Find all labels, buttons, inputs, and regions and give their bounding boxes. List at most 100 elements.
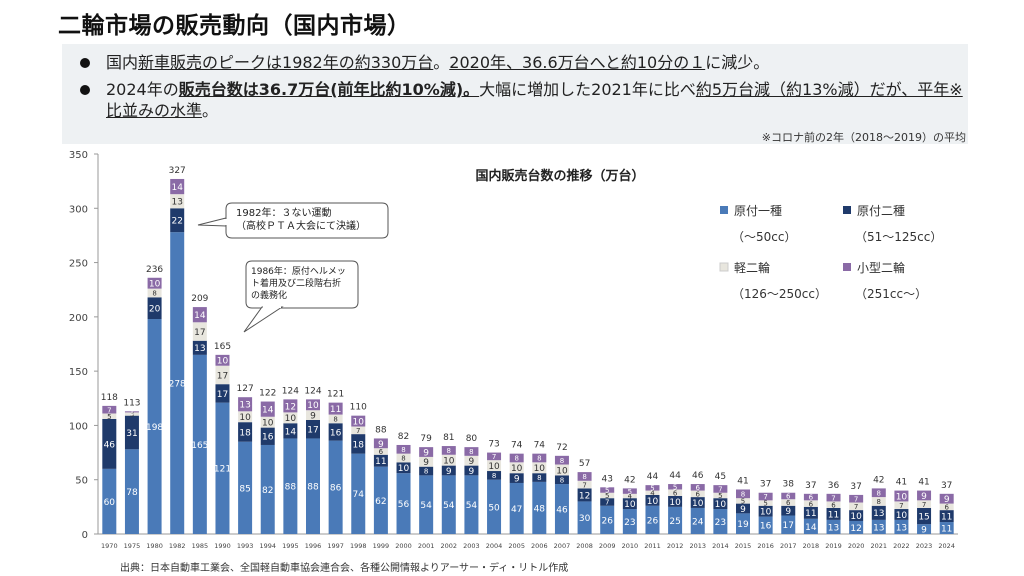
bar-segment	[736, 489, 750, 499]
bar-segment	[781, 505, 796, 516]
x-tick-label: 2017	[780, 542, 797, 550]
annotation-text: （高校ＰＴＡ大会にて決議）	[236, 219, 366, 232]
bar-segment	[306, 410, 320, 420]
segment-value-label: 7	[582, 481, 586, 489]
segment-value-label: 10	[647, 497, 659, 507]
bar-segment	[328, 423, 343, 441]
segment-value-label: 46	[556, 505, 568, 515]
bar-segment	[102, 405, 117, 414]
x-tick-label: 2013	[689, 542, 706, 550]
segment-value-label: 9	[785, 507, 791, 517]
segment-value-label: 7	[854, 503, 858, 511]
bar-segment	[600, 505, 615, 534]
segment-value-label: 8	[152, 290, 156, 298]
total-label: 236	[146, 265, 163, 275]
bar-segment	[600, 498, 615, 506]
segment-value-label: 10	[217, 357, 229, 367]
segment-value-label: 62	[375, 497, 386, 507]
bar-segment	[532, 453, 547, 463]
x-tick-label: 2018	[803, 542, 820, 550]
annotation-pointer	[197, 217, 227, 227]
segment-value-label: 60	[104, 498, 116, 508]
bar-segment	[170, 232, 185, 534]
bar-segment	[509, 462, 524, 474]
bar-segment	[917, 490, 932, 501]
bar-segment	[803, 518, 818, 534]
x-tick-label: 1998	[350, 542, 367, 550]
segment-value-label: 10	[534, 464, 546, 474]
bar-segment	[283, 438, 298, 534]
total-label: 110	[350, 403, 367, 413]
segment-value-label: 8	[424, 468, 428, 476]
bar-segment	[147, 277, 162, 289]
segment-value-label: 8	[537, 474, 541, 482]
segment-value-label: 74	[353, 490, 365, 500]
bar-segment	[147, 288, 162, 298]
segment-value-label: 18	[239, 428, 251, 438]
legend-sublabel: （～50cc）	[732, 230, 796, 244]
bar-segment	[781, 499, 796, 506]
x-tick-label: 1996	[305, 542, 322, 550]
total-label: 41	[918, 478, 929, 488]
segment-value-label: 9	[944, 495, 950, 505]
summary-box: 国内新車販売のピークは1982年の約330万台。2020年、36.6万台へと約1…	[62, 44, 968, 144]
bar-segment	[554, 455, 569, 465]
bar-segment	[396, 473, 411, 534]
bar-segment	[894, 490, 909, 502]
bar-segment	[736, 503, 750, 514]
total-label: 124	[282, 386, 299, 396]
bar-segment	[170, 178, 185, 195]
segment-value-label: 17	[307, 426, 318, 436]
x-tick-label: 1995	[282, 542, 299, 550]
segment-value-label: 9	[740, 505, 746, 515]
bullet-1-text-b: 新車販売のピークは1982年の約330万台	[138, 53, 434, 72]
bar-segment	[894, 501, 909, 510]
segment-value-label: 85	[239, 484, 250, 494]
segment-value-label: 8	[877, 489, 881, 497]
legend-label: 原付一種	[734, 204, 782, 218]
bar-segment	[826, 493, 841, 502]
bullet-1-text-c: 。	[433, 53, 450, 72]
x-tick-label: 2023	[916, 542, 933, 550]
segment-value-label: 54	[466, 501, 478, 511]
segment-value-label: 10	[239, 413, 251, 423]
segment-value-label: 14	[285, 427, 297, 437]
segment-value-label: 10	[398, 464, 410, 474]
x-tick-label: 1997	[327, 542, 344, 550]
source-note: 出典：日本自動車工業会、全国軽自動車協会連合会、各種公開情報よりアーサー・ディ・…	[120, 563, 569, 574]
bar-segment	[509, 473, 524, 483]
segment-value-label: 8	[514, 455, 518, 463]
segment-value-label: 12	[850, 524, 861, 534]
segment-value-label: 78	[126, 488, 138, 498]
bar-segment	[328, 440, 343, 534]
segment-value-label: 10	[850, 512, 862, 522]
total-label: 209	[191, 294, 208, 304]
bar-segment	[690, 497, 705, 508]
bar-segment	[419, 447, 434, 457]
segment-value-label: 13	[194, 344, 205, 354]
segment-value-label: 23	[715, 518, 726, 528]
segment-value-label: 17	[217, 390, 228, 400]
segment-value-label: 14	[171, 183, 183, 193]
bar-segment	[215, 402, 230, 534]
segment-value-label: 6	[809, 500, 814, 508]
bar-segment	[124, 415, 139, 450]
segment-value-label: 6	[696, 490, 701, 498]
x-tick-label: 2015	[735, 542, 752, 550]
bar-segment	[577, 480, 592, 489]
segment-value-label: 10	[896, 511, 908, 521]
bar-segment	[373, 438, 388, 449]
bar-segment	[238, 411, 253, 423]
segment-value-label: 13	[896, 523, 907, 533]
bar-segment	[215, 354, 230, 366]
segment-value-label: 10	[488, 462, 500, 472]
segment-value-label: 13	[873, 523, 884, 533]
y-tick-label: 150	[69, 367, 88, 378]
bar-segment	[645, 505, 660, 534]
bar-segment	[849, 520, 864, 534]
x-tick-label: 2019	[825, 542, 842, 550]
bar-segment	[917, 507, 932, 525]
segment-value-label: 6	[379, 448, 384, 456]
bullet-1-text-e: に減少。	[705, 53, 770, 72]
y-tick-label: 100	[69, 421, 88, 432]
